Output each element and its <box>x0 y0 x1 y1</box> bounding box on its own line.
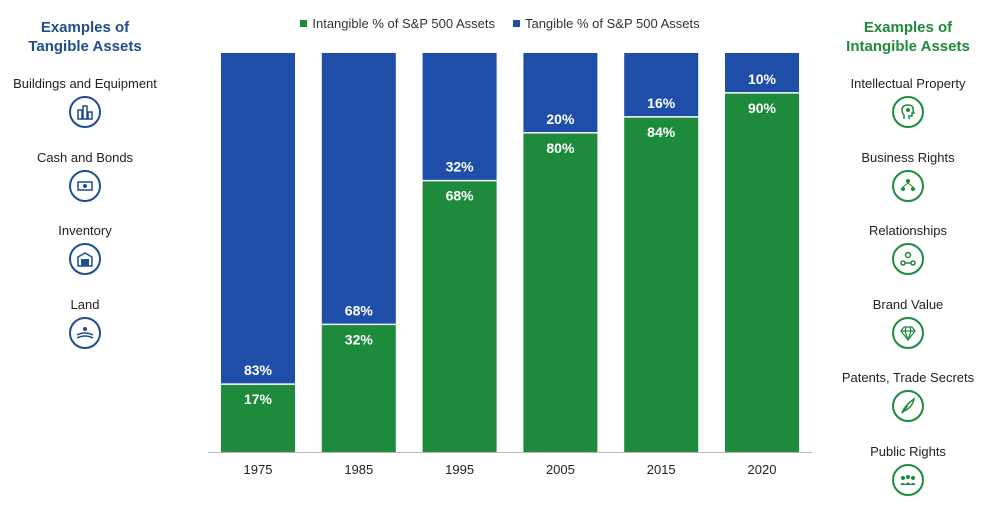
x-tick-label-2020: 2020 <box>748 462 777 477</box>
data-label-intangible-2005: 80% <box>546 140 575 156</box>
warehouse-icon <box>69 243 101 275</box>
tangible-item-label: Buildings and Equipment <box>13 76 157 91</box>
x-tick-label-1975: 1975 <box>244 462 273 477</box>
tangible-item-inventory: Inventory <box>0 223 175 297</box>
bar-segment-tangible-2020 <box>725 53 799 93</box>
bar-segment-tangible-1975 <box>221 53 295 385</box>
relationships-icon <box>892 243 924 275</box>
bar-segment-intangible-2015 <box>624 116 699 452</box>
intangible-item-brand: Brand Value <box>818 297 998 371</box>
tangible-item-cash: Cash and Bonds <box>0 150 175 224</box>
legend-label-intangible: Intangible % of S&P 500 Assets <box>312 16 495 31</box>
x-tick-label-1995: 1995 <box>445 462 474 477</box>
group-icon <box>892 463 924 496</box>
tangible-title-line1: Examples of <box>40 19 130 36</box>
x-tick-label-2015: 2015 <box>647 462 676 477</box>
tangible-item-land: Land <box>0 297 175 371</box>
legend-swatch-intangible <box>300 20 308 27</box>
tangible-item-label: Cash and Bonds <box>36 149 134 165</box>
data-label-intangible-2015: 84% <box>647 124 676 140</box>
data-label-tangible-1995: 32% <box>446 159 475 175</box>
tangible-item-buildings: Buildings and Equipment <box>0 76 175 150</box>
cash-icon <box>69 169 101 202</box>
intangible-item-business-rights: Business Rights <box>818 150 998 224</box>
intangible-item-patents: Patents, Trade Secrets <box>818 370 998 444</box>
data-label-intangible-1995: 68% <box>446 188 475 204</box>
bar-segment-intangible-2020 <box>725 92 799 453</box>
data-label-tangible-2005: 20% <box>546 111 575 127</box>
intangible-assets-list: Intellectual Property Business Rights Re… <box>818 76 998 517</box>
bar-segment-tangible-1995 <box>422 53 497 181</box>
x-tick-label-2005: 2005 <box>546 462 575 477</box>
building-icon <box>69 96 101 128</box>
data-label-tangible-2015: 16% <box>647 95 676 111</box>
data-label-tangible-1975: 83% <box>244 362 273 378</box>
intangible-title-line2: Intangible Assets <box>846 38 970 55</box>
bar-segment-intangible-2005 <box>523 132 598 453</box>
landscape-icon <box>69 316 101 349</box>
intangible-item-relationships: Relationships <box>818 223 998 297</box>
intangible-item-label: Brand Value <box>872 296 944 312</box>
data-label-intangible-1985: 32% <box>345 331 374 347</box>
data-label-intangible-2020: 90% <box>748 100 777 116</box>
head-idea-icon <box>892 96 924 128</box>
tangible-item-label: Land <box>70 296 100 312</box>
diamond-icon <box>892 316 924 349</box>
intangible-item-label: Business Rights <box>861 149 955 165</box>
tangible-item-label: Inventory <box>58 223 112 238</box>
intangible-panel-title: Examples of Intangible Assets <box>818 18 998 56</box>
intangible-item-label: Relationships <box>868 223 948 238</box>
legend-label-tangible: Tangible % of S&P 500 Assets <box>524 16 700 31</box>
bar-segment-tangible-2015 <box>624 53 699 117</box>
intangible-item-public-rights: Public Rights <box>818 444 998 518</box>
network-people-icon <box>892 169 924 202</box>
legend-item-tangible: Tangible % of S&P 500 Assets <box>512 16 700 31</box>
bar-segment-intangible-1975 <box>221 384 295 452</box>
data-label-intangible-1975: 17% <box>244 391 273 407</box>
legend-item-intangible: Intangible % of S&P 500 Assets <box>300 16 495 31</box>
quill-icon <box>892 390 924 422</box>
tangible-title-line2: Tangible Assets <box>28 38 142 55</box>
x-tick-label-1985: 1985 <box>344 462 373 477</box>
data-label-tangible-1985: 68% <box>345 302 374 318</box>
bar-segment-intangible-1985 <box>321 324 396 452</box>
data-label-tangible-2020: 10% <box>748 71 777 87</box>
intangible-item-ip: Intellectual Property <box>818 76 998 150</box>
intangible-title-line1: Examples of <box>863 19 953 36</box>
intangible-item-label: Patents, Trade Secrets <box>841 370 975 385</box>
chart-legend: Intangible % of S&P 500 Assets Tangible … <box>0 16 1000 31</box>
bar-segment-intangible-1995 <box>422 180 497 452</box>
legend-swatch-tangible <box>512 20 520 27</box>
bar-segment-tangible-2005 <box>523 53 598 133</box>
tangible-assets-list: Buildings and Equipment Cash and Bonds I… <box>0 76 175 370</box>
intangible-item-label: Public Rights <box>870 443 946 459</box>
bar-segment-tangible-1985 <box>321 53 396 325</box>
tangible-panel-title: Examples of Tangible Assets <box>0 18 175 56</box>
intangible-item-label: Intellectual Property <box>850 76 966 91</box>
